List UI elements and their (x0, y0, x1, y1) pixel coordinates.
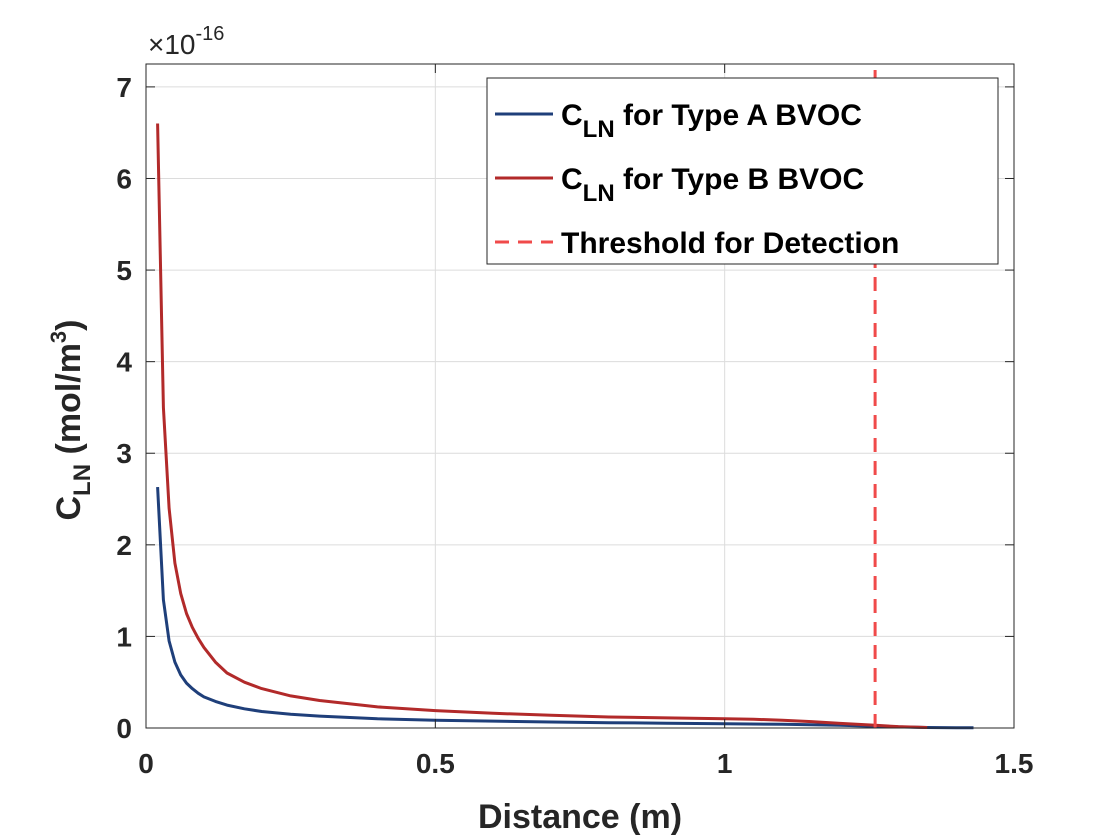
y-tick-label: 1 (116, 621, 132, 652)
legend-label-1: CLN for Type A BVOC (561, 99, 862, 143)
legend-label-3: Threshold for Detection (561, 227, 899, 260)
legend-box (486, 77, 999, 265)
axes-box (145, 63, 1015, 729)
x-tick-label: 0.5 (416, 748, 455, 779)
y-tick-label: 6 (116, 163, 132, 194)
y-tick-label: 2 (116, 530, 132, 561)
axes (145, 63, 1015, 729)
y-tick-label: 7 (116, 72, 132, 103)
y-tick-label: 0 (116, 713, 132, 744)
x-tick-label: 0 (138, 748, 154, 779)
x-tick-label: 1.5 (995, 748, 1034, 779)
y-axis-title: CLN (mol/m3) (46, 319, 96, 520)
legend: CLN for Type A BVOC CLN for Type B BVOC Th… (486, 77, 999, 265)
y-axis-exponent: ×10-16 (148, 23, 224, 60)
y-tick-label: 5 (116, 255, 132, 286)
tick-labels: 0 0.5 1 1.5 0 1 2 3 4 5 6 7 (116, 72, 1033, 779)
x-axis-title: Distance (m) (478, 798, 682, 836)
y-tick-label: 4 (116, 347, 132, 378)
legend-label-2: CLN for Type B BVOC (561, 163, 864, 207)
y-tick-label: 3 (116, 438, 132, 469)
series-line-1 (156, 487, 974, 730)
series-line-2 (156, 123, 928, 729)
x-tick-label: 1 (717, 748, 733, 779)
